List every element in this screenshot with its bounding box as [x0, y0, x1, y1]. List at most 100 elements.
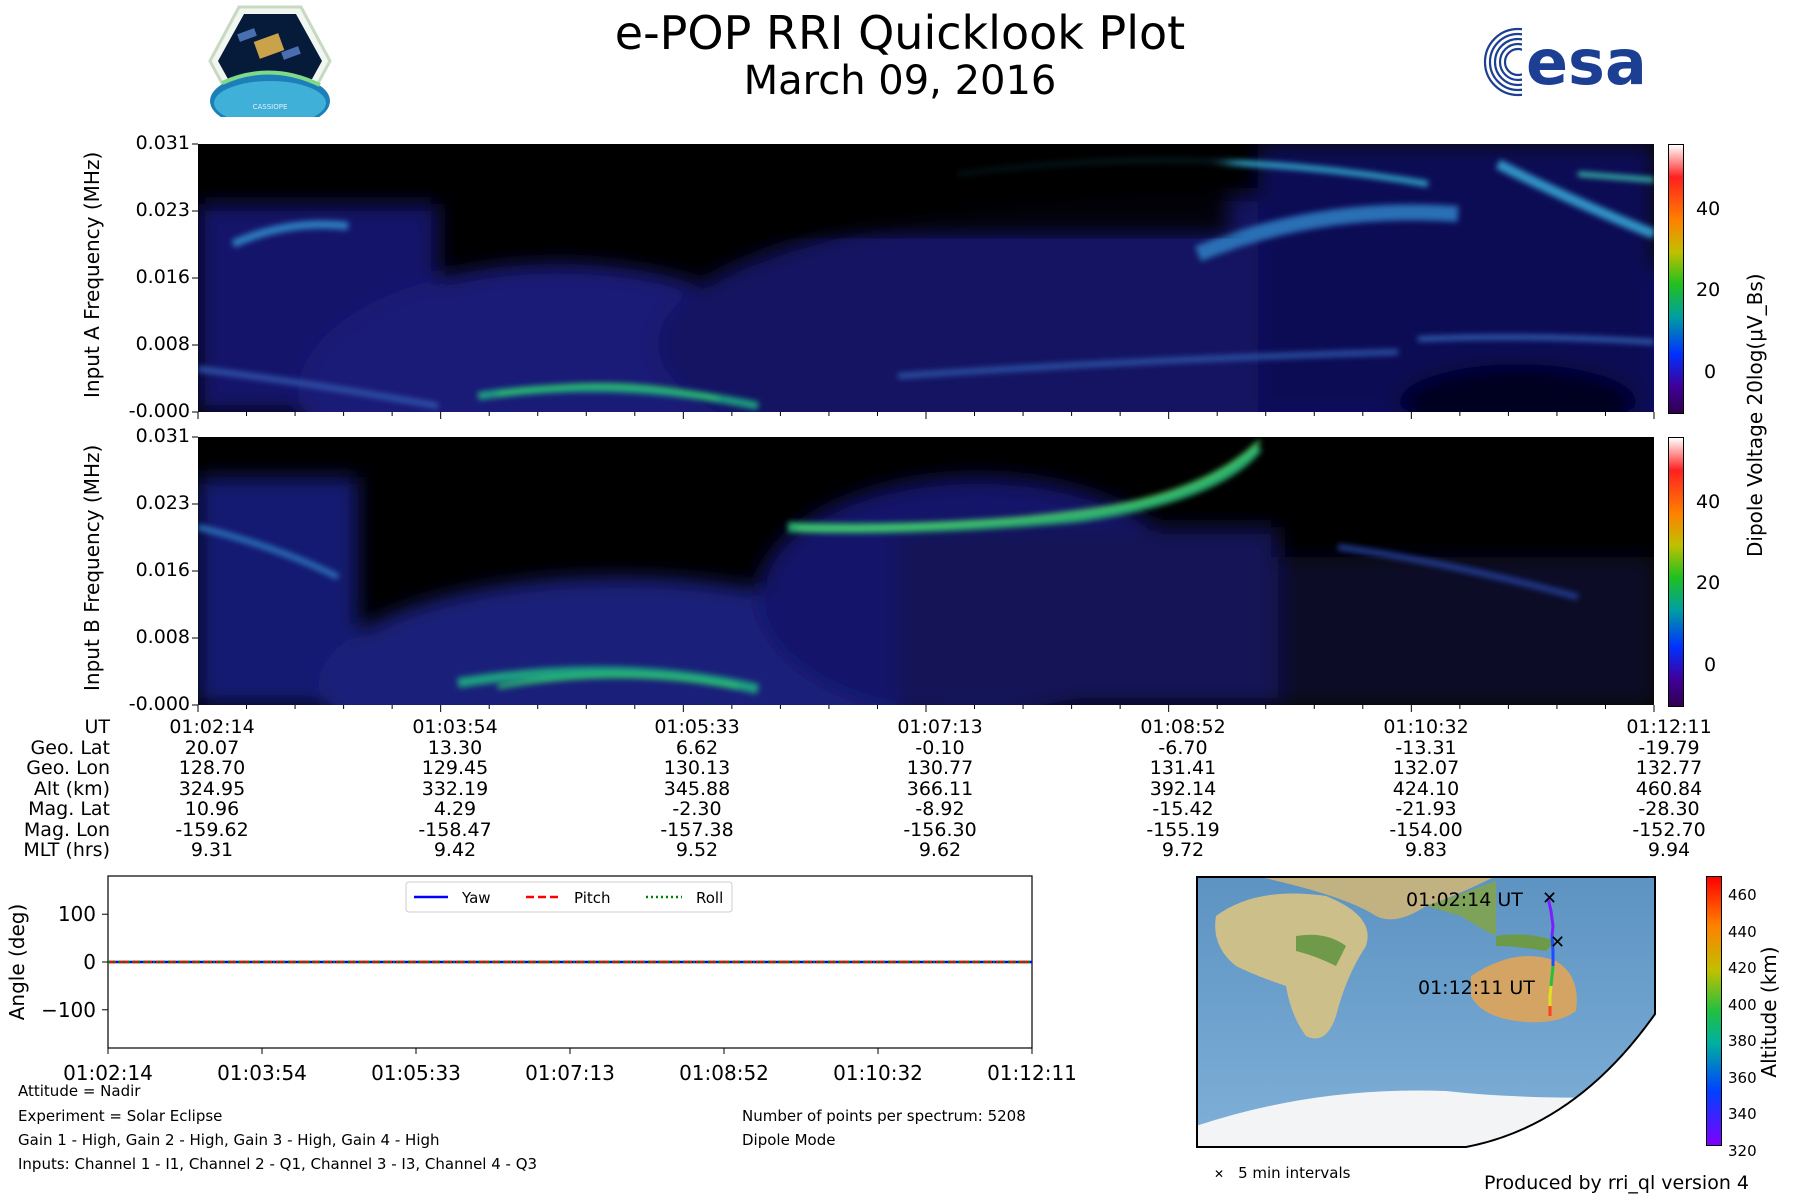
ephemeris-cell: 332.19	[421, 777, 489, 800]
altitude-colorbar-tick: 420	[1728, 959, 1757, 977]
page-subtitle-date: March 09, 2016	[743, 58, 1057, 104]
attitude-ylabel: Angle (deg)	[5, 904, 29, 1021]
ephemeris-cell: -159.62	[175, 818, 249, 841]
ephemeris-cell: -0.10	[915, 736, 965, 759]
ephemeris-cell: -8.92	[915, 798, 965, 820]
note-mode: Dipole Mode	[742, 1131, 836, 1149]
orbit-map: ✕ ✕ 01:02:14 UT 01:12:11 UT	[1196, 876, 1656, 1148]
colorbar-b	[1668, 437, 1684, 707]
cassiope-mission-logo: CASSIOPE	[208, 5, 332, 117]
orbit-marker-start: ✕	[1542, 888, 1557, 909]
legend-pitch: Pitch	[574, 889, 611, 907]
ephemeris-cell: 20.07	[184, 736, 240, 759]
colorbar-a-tick: 40	[1696, 198, 1721, 220]
ephemeris-cell: 01:10:32	[1383, 716, 1469, 738]
altitude-colorbar	[1706, 876, 1722, 1146]
ephemeris-cell: 366.11	[906, 777, 974, 800]
ephemeris-cell: 460.84	[1635, 777, 1703, 800]
esa-logo-text: esa	[1526, 26, 1647, 98]
ephemeris-cell: 01:03:54	[412, 716, 498, 738]
panel-b-ytick: -0.000	[128, 693, 190, 715]
attitude-xtick-label: 01:12:11	[987, 1061, 1077, 1085]
ephemeris-cell: 01:07:13	[897, 716, 983, 738]
panel-b-ylabel: Input B Frequency (MHz)	[80, 444, 104, 691]
note-points: Number of points per spectrum: 5208	[742, 1107, 1026, 1125]
attitude-xtick-label: 01:02:14	[63, 1061, 153, 1085]
esa-logo: esa	[1483, 26, 1647, 98]
attitude-xtick-label: 01:05:33	[371, 1061, 461, 1085]
ephemeris-cell: -21.93	[1395, 798, 1457, 820]
ephemeris-cell: 324.95	[178, 777, 246, 800]
panel-a-ytick: 0.008	[135, 333, 190, 355]
ephemeris-cell: -19.79	[1638, 736, 1700, 759]
altitude-colorbar-tick: 380	[1728, 1032, 1757, 1050]
ephemeris-row-label: Geo. Lon	[26, 757, 110, 779]
ephemeris-cell: 132.77	[1635, 757, 1703, 779]
ephemeris-row-label: Mag. Lon	[23, 818, 110, 841]
ephemeris-cell: 128.70	[178, 757, 246, 779]
panel-a-ytick: 0.023	[135, 199, 190, 221]
note-gain: Gain 1 - High, Gain 2 - High, Gain 3 - H…	[18, 1131, 440, 1149]
ephemeris-cell: 9.31	[190, 839, 234, 861]
ephemeris-cell: -152.70	[1632, 818, 1706, 841]
ephemeris-cell: 130.77	[906, 757, 974, 779]
ephemeris-cell: 9.42	[433, 839, 477, 861]
altitude-colorbar-tick: 340	[1728, 1105, 1757, 1123]
colorbar-b-tick: 20	[1696, 572, 1721, 594]
ephemeris-row-label: Geo. Lat	[30, 736, 110, 759]
spectrogram-input-b	[198, 437, 1654, 705]
altitude-colorbar-tick: 400	[1728, 995, 1757, 1014]
colorbar-label: Dipole Voltage 20log(μV_Bs)	[1743, 273, 1767, 557]
colorbar-b-tick: 40	[1696, 491, 1721, 513]
ephemeris-cell: -157.38	[660, 818, 734, 841]
ephemeris-cell: -2.30	[672, 798, 722, 820]
altitude-colorbar-tick: 460	[1728, 886, 1757, 904]
cassiope-badge-text: CASSIOPE	[253, 103, 288, 111]
attitude-xtick-label: 01:07:13	[525, 1061, 615, 1085]
africa-landmass	[1215, 893, 1368, 1039]
attitude-ytick-label: −100	[41, 998, 96, 1022]
ephemeris-cell: -13.31	[1395, 736, 1457, 759]
attitude-xtick-label: 01:08:52	[679, 1061, 769, 1085]
colorbar-a-tick: 20	[1696, 279, 1721, 301]
attitude-xtick-label: 01:10:32	[833, 1061, 923, 1085]
ephemeris-cell: 9.94	[1647, 839, 1691, 861]
orbit-end-label: 01:12:11 UT	[1418, 977, 1535, 999]
altitude-colorbar-tick: 320	[1728, 1141, 1757, 1160]
altitude-colorbar-tick: 440	[1728, 922, 1757, 941]
ephemeris-cell: 130.13	[663, 757, 731, 779]
ephemeris-cell: -15.42	[1152, 798, 1214, 820]
panel-a-ytick: -0.000	[128, 400, 190, 422]
ephemeris-cell: 4.29	[433, 798, 477, 820]
orbit-track	[1546, 897, 1555, 1016]
attitude-legend: Yaw Pitch Roll	[405, 881, 733, 913]
colorbar-a	[1668, 144, 1684, 414]
map-legend-text: 5 min intervals	[1238, 1164, 1351, 1182]
ephemeris-row-label: UT	[84, 716, 110, 738]
ephemeris-cell: 345.88	[663, 777, 731, 800]
ephemeris-cell: -156.30	[903, 818, 977, 841]
ephemeris-cell: 129.45	[421, 757, 489, 779]
ephemeris-cell: 9.62	[918, 839, 962, 861]
ephemeris-cell: 13.30	[427, 736, 483, 759]
page-title: e-POP RRI Quicklook Plot	[614, 6, 1186, 60]
note-experiment: Experiment = Solar Eclipse	[18, 1107, 223, 1125]
ephemeris-cell: -155.19	[1146, 818, 1220, 841]
ephemeris-cell: 131.41	[1149, 757, 1217, 779]
ephemeris-cell: 01:12:11	[1626, 716, 1712, 738]
spectrogram-input-a	[198, 144, 1654, 412]
ephemeris-cell: 6.62	[675, 736, 719, 759]
ephemeris-cell: 01:02:14	[169, 716, 255, 738]
note-attitude: Attitude = Nadir	[18, 1082, 141, 1100]
altitude-colorbar-label: Altitude (km)	[1757, 946, 1781, 1078]
ephemeris-cell: 9.83	[1404, 839, 1448, 861]
interval-marker-icon: ✕	[1214, 1167, 1225, 1181]
ephemeris-cell: 9.72	[1161, 839, 1205, 861]
ephemeris-cell: 424.10	[1392, 777, 1460, 800]
orbit-marker-mid: ✕	[1550, 932, 1565, 953]
attitude-ytick-label: 0	[83, 950, 96, 974]
altitude-colorbar-tick: 360	[1728, 1068, 1757, 1087]
ephemeris-cell: -28.30	[1638, 798, 1700, 820]
panel-a-ytick: 0.031	[135, 132, 190, 154]
produced-by: Produced by rri_ql version 4	[1484, 1172, 1749, 1194]
